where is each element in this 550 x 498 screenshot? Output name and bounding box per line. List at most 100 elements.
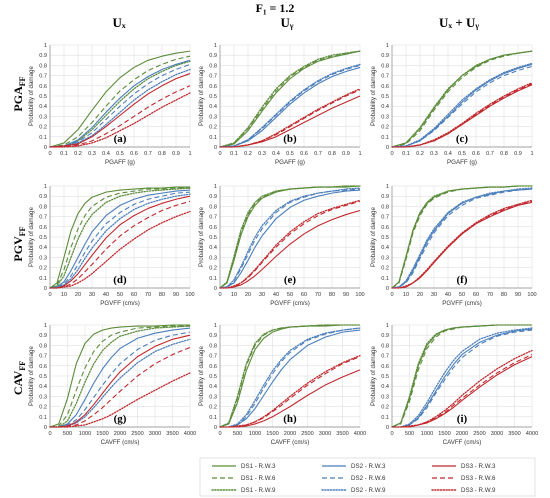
series-line [49,189,191,289]
x-tick-label: 0.9 [342,151,350,157]
chart-panel: 00.10.20.30.40.50.60.70.80.910 10 20 30 40 50… [370,184,537,307]
chart-panel: 0 0.1 0.2 0.3 0.4 0.5 0.6 0.7 0.8 0.9 1 0 500 1000 150… [28,323,196,446]
x-tick-label: 3500 [336,431,348,437]
x-tick-label: 2500 [473,431,485,437]
y-tick-label: 0.9 [209,333,217,339]
y-tick-label: 0.3 [39,394,47,400]
row-header-cav-main: CAV [11,370,25,395]
x-tick-label: 80 [159,292,165,298]
x-axis-title: PGAFF (g) [105,159,135,166]
x-tick-label: 20 [417,292,423,298]
y-tick-label: 0.4 [381,245,389,251]
y-tick-label: 0.5 [39,374,47,380]
series-line [391,65,533,148]
y-tick-label: 1 [214,323,217,329]
y-tick-label: 0.8 [39,204,47,210]
y-tick-label: 0.6 [209,84,217,90]
legend-label: DS2 - R.W.6 [351,475,386,482]
x-tick-label: 0.8 [500,151,508,157]
row-header-pgv: PGVFF [11,226,27,261]
panel-letter: (e) [284,274,297,286]
legend-label: DS3 - R.W.9 [461,487,496,494]
x-tick-label: 0.5 [286,151,294,157]
x-tick-label: 0.2 [416,151,424,157]
series-line [49,187,191,289]
x-tick-label: 60 [473,292,479,298]
series-line [219,63,361,148]
y-axis-title: Probability of damage [28,346,35,406]
x-tick-label: 2500 [131,431,143,437]
y-tick-label: 0.9 [209,53,217,59]
x-tick-label: 30 [431,292,437,298]
x-tick-label: 10 [231,292,237,298]
x-tick-label: 0.3 [88,151,96,157]
y-tick-label: 0.5 [209,94,217,100]
y-tick-label: 0.4 [209,384,217,390]
y-tick-label: 0 [214,145,217,151]
series-line [219,66,361,148]
y-axis-title: Probability of damage [198,346,205,406]
y-tick-label: 1 [44,184,47,190]
series-line [49,210,191,289]
x-tick-label: 2000 [114,431,126,437]
y-tick-label: 0.1 [209,276,217,282]
y-tick-label: 0.1 [381,415,389,421]
series-line [219,185,361,289]
series-line [49,68,191,148]
row-header-pga-sub: FF [18,76,27,86]
x-axis-title: CAVFF (cm/s) [271,439,310,446]
y-tick-label: 0.5 [209,235,217,241]
legend-label: DS2 - R.W.3 [351,463,386,470]
series-line [391,324,532,428]
x-tick-label: 1500 [438,431,450,437]
y-tick-label: 0.1 [39,415,47,421]
y-tick-label: 0.2 [381,405,389,411]
series-line [219,50,361,148]
series-line [49,193,191,289]
series-line [392,83,533,148]
row-header-pga: PGAFF [11,76,27,111]
x-tick-label: 30 [89,292,95,298]
y-tick-label: 0.8 [39,63,47,69]
x-tick-label: 40 [273,292,279,298]
x-tick-label: 100 [355,292,364,298]
legend-label: DS3 - R.W.6 [461,475,496,482]
x-tick-label: 0.4 [272,151,280,157]
series-line [219,324,360,428]
x-tick-label: 4000 [184,431,196,437]
row-header-cav-sub: FF [18,361,27,371]
y-tick-label: 0.2 [381,266,389,272]
y-tick-label: 0.1 [381,276,389,282]
x-tick-label: 3500 [166,431,178,437]
x-axis-title: PGVFF (cm/s) [442,300,482,307]
y-tick-label: 0.5 [39,94,47,100]
x-tick-label: 2000 [284,431,296,437]
figure-title: F₁ = 1.2 [256,1,295,15]
y-tick-label: 0.6 [39,225,47,231]
x-tick-label: 30 [259,292,265,298]
series-line [220,209,361,289]
x-tick-label: 1500 [266,431,278,437]
x-tick-label: 20 [75,292,81,298]
x-tick-label: 100 [185,292,194,298]
series-line [391,187,533,289]
x-tick-label: 0.9 [514,151,522,157]
y-tick-label: 0.6 [209,225,217,231]
y-tick-label: 0.7 [39,215,47,221]
y-tick-label: 0.9 [381,194,389,200]
panel-letter: (b) [283,133,297,145]
chart-panel: 0 0.1 0.2 0.3 0.4 0.5 0.6 0.7 0.8 0.9 1 0 0.1 0.2 0.3 0… [370,43,534,166]
series-line [50,195,191,289]
y-tick-label: 0 [214,286,217,292]
y-tick-label: 0.2 [39,266,47,272]
series-line [49,73,191,148]
x-tick-label: 0.6 [130,151,138,157]
x-tick-label: 70 [315,292,321,298]
x-tick-label: 0.1 [230,151,238,157]
chart-panel: 0 0.1 0.2 0.3 0.4 0.5 0.6 0.7 0.8 0.9 1 0 0.1 0.2 0.3 0… [28,43,192,166]
y-tick-label: 0.6 [209,364,217,370]
row-header-pga-main: PGA [11,86,25,112]
x-tick-label: 10 [61,292,67,298]
x-axis-title: PGVFF (cm/s) [100,300,140,307]
